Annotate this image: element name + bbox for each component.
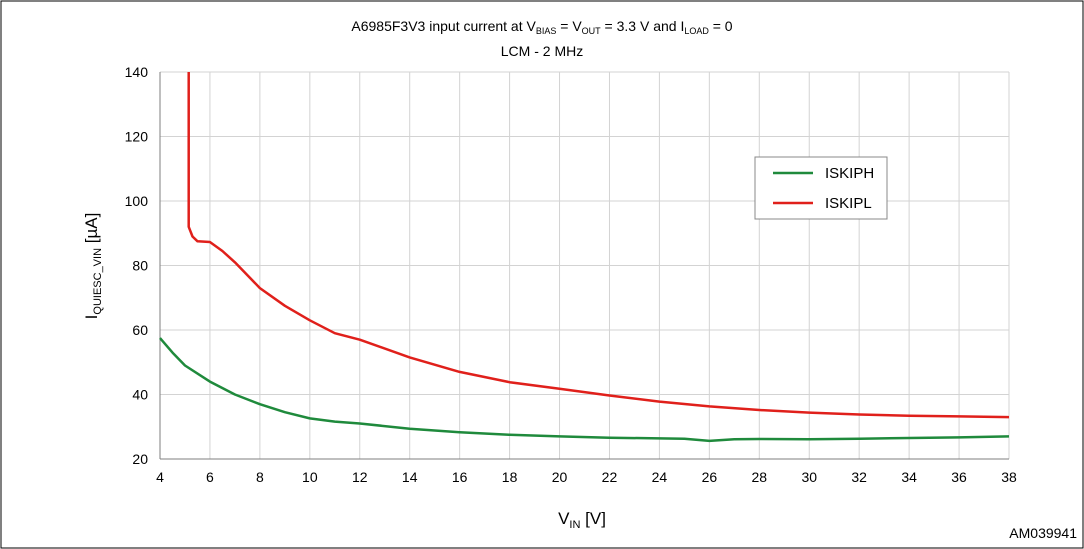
y-tick-100: 100 bbox=[125, 193, 149, 209]
x-tick-6: 6 bbox=[206, 469, 214, 485]
x-tick-24: 24 bbox=[652, 469, 668, 485]
y-tick-140: 140 bbox=[125, 64, 149, 80]
x-tick-16: 16 bbox=[452, 469, 468, 485]
x-tick-32: 32 bbox=[851, 469, 867, 485]
x-axis-label: VIN [V] bbox=[558, 509, 606, 531]
series-line-iskipl bbox=[187, 72, 1010, 419]
chart-subtitle: LCM - 2 MHz bbox=[501, 43, 583, 59]
legend-label-iskiph: ISKIPH bbox=[825, 165, 874, 182]
x-tick-10: 10 bbox=[302, 469, 318, 485]
legend-label-iskipl: ISKIPL bbox=[825, 195, 872, 212]
x-tick-4: 4 bbox=[156, 469, 164, 485]
y-tick-120: 120 bbox=[125, 129, 149, 145]
x-tick-18: 18 bbox=[502, 469, 518, 485]
x-tick-34: 34 bbox=[901, 469, 917, 485]
series-line-iskiph bbox=[159, 337, 1010, 443]
figure-code: AM039941 bbox=[1009, 525, 1077, 541]
chart-title: A6985F3V3 input current at VBIAS = VOUT … bbox=[351, 18, 732, 36]
x-tick-12: 12 bbox=[352, 469, 368, 485]
y-tick-60: 60 bbox=[132, 322, 148, 338]
x-tick-22: 22 bbox=[602, 469, 618, 485]
y-tick-80: 80 bbox=[132, 258, 148, 274]
y-tick-20: 20 bbox=[132, 451, 148, 467]
x-tick-20: 20 bbox=[552, 469, 568, 485]
y-axis-label: IQUIESC_VIN [µA] bbox=[82, 213, 104, 320]
y-tick-40: 40 bbox=[132, 387, 148, 403]
x-tick-26: 26 bbox=[702, 469, 718, 485]
tick-labels: 4 6 8 10 12 14 16 18 20 22 24 26 28 30 32 34 36 38 20 40 60 8… bbox=[125, 64, 1017, 485]
x-tick-38: 38 bbox=[1001, 469, 1017, 485]
x-tick-14: 14 bbox=[402, 469, 418, 485]
x-tick-8: 8 bbox=[256, 469, 264, 485]
axes bbox=[159, 72, 1009, 460]
x-tick-30: 30 bbox=[801, 469, 817, 485]
legend-box bbox=[754, 156, 888, 220]
x-tick-28: 28 bbox=[752, 469, 768, 485]
legend: ISKIPH ISKIPL bbox=[754, 156, 888, 220]
x-tick-36: 36 bbox=[951, 469, 967, 485]
series-lines bbox=[159, 72, 1010, 443]
